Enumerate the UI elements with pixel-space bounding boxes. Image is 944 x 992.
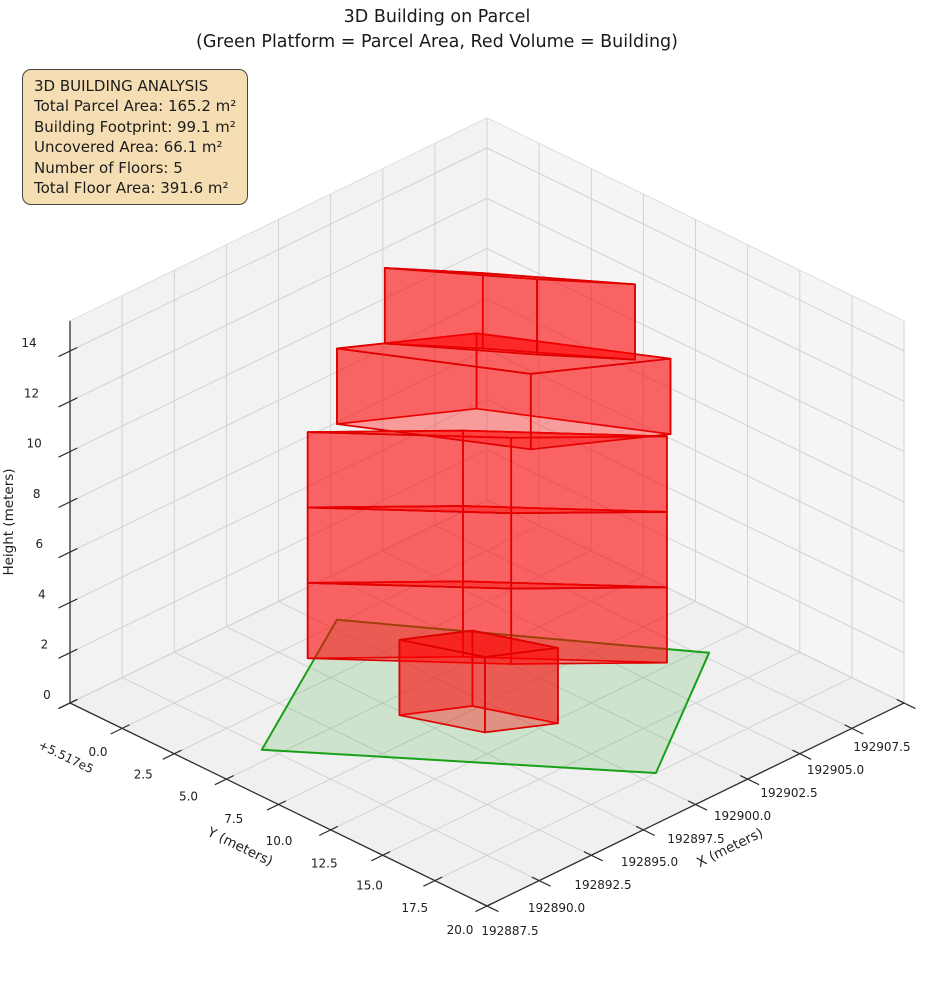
svg-text:192897.5: 192897.5 [667, 832, 724, 846]
svg-text:192902.5: 192902.5 [760, 786, 817, 800]
info-line: Total Parcel Area: 165.2 m² [34, 97, 237, 116]
svg-text:192887.5: 192887.5 [481, 924, 538, 938]
svg-text:192892.5: 192892.5 [574, 878, 631, 892]
info-line: Building Footprint: 99.1 m² [34, 117, 236, 136]
tick-marks [58, 346, 916, 913]
svg-text:15.0: 15.0 [356, 879, 383, 893]
svg-text:17.5: 17.5 [401, 901, 428, 915]
building-floor-2 [306, 505, 668, 590]
z-axis-title: Height (meters) [1, 468, 17, 575]
svg-text:10.0: 10.0 [266, 834, 293, 848]
building-floor-3 [306, 429, 668, 515]
info-heading: 3D BUILDING ANALYSIS [34, 77, 209, 95]
info-line: Number of Floors: 5 [34, 158, 183, 177]
svg-text:192905.0: 192905.0 [807, 763, 864, 777]
info-line: Total Floor Area: 391.6 m² [34, 179, 229, 198]
svg-text:7.5: 7.5 [224, 812, 243, 826]
svg-text:192895.0: 192895.0 [621, 855, 678, 869]
svg-text:12: 12 [24, 386, 39, 400]
svg-text:2: 2 [41, 638, 49, 652]
svg-text:192900.0: 192900.0 [714, 809, 771, 823]
tick-labels: 192887.5 192890.0 192892.5 192895.0 192897.5… [21, 336, 910, 938]
svg-text:5.0: 5.0 [179, 790, 198, 804]
svg-text:12.5: 12.5 [311, 856, 338, 870]
y-axis-title: Y (meters) [204, 824, 275, 870]
svg-text:192890.0: 192890.0 [528, 901, 585, 915]
y-axis-offset-text: +5.517e5 [36, 738, 96, 777]
svg-text:8: 8 [33, 487, 41, 501]
plot-title: 3D Building on Parcel (Green Platform = … [0, 5, 874, 55]
svg-text:14: 14 [21, 336, 36, 350]
building-ground-annex [398, 629, 559, 734]
analysis-info-box: 3D BUILDING ANALYSIS Total Parcel Area: … [22, 69, 249, 206]
building-floor-5 [383, 267, 636, 361]
svg-text:10: 10 [27, 437, 42, 451]
svg-text:192907.5: 192907.5 [853, 740, 910, 754]
building-floor-1 [306, 580, 668, 665]
svg-text:20.0: 20.0 [447, 923, 474, 937]
svg-text:2.5: 2.5 [134, 767, 153, 781]
svg-text:0.0: 0.0 [88, 745, 107, 759]
svg-text:4: 4 [38, 587, 46, 601]
info-line: Uncovered Area: 66.1 m² [34, 138, 223, 157]
svg-text:6: 6 [35, 537, 43, 551]
plot-title-line1: 3D Building on Parcel [343, 7, 531, 27]
plot-title-line2: (Green Platform = Parcel Area, Red Volum… [196, 32, 678, 52]
svg-text:0: 0 [43, 688, 51, 702]
scene: 192887.5 192890.0 192892.5 192895.0 192897.5… [21, 117, 916, 938]
